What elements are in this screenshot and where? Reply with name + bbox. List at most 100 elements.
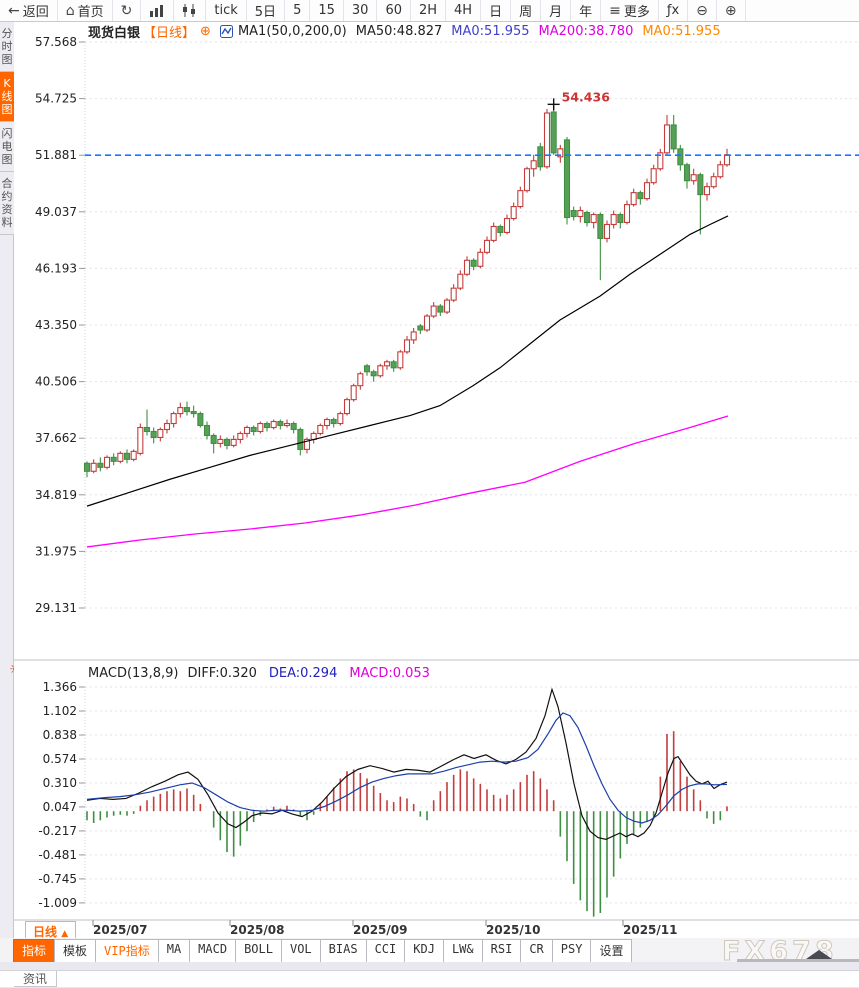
x-axis-date-row: 日线 ▲ 2025/07 2025/08 2025/09 2025/10 2025/11 — [0, 920, 859, 942]
sidebar-tab-1[interactable]: K线图 — [0, 72, 14, 122]
svg-text:1.366: 1.366 — [43, 680, 77, 694]
left-sidebar: 分时图 K线图 闪电图 合约资料 — [0, 22, 14, 962]
period-label: 【日线】 — [143, 26, 196, 41]
indicator-tabs: 指标 模板 VIP指标 MA MACD BOLL VOL BIAS CCI KDJ LW& RSI CR… — [13, 939, 633, 963]
x-axis-label: 2025/09 — [353, 923, 408, 937]
toolbar-period-5-button[interactable]: 5 — [285, 0, 311, 21]
svg-text:-1.009: -1.009 — [38, 896, 77, 910]
indicator-tab-BIAS[interactable]: BIAS — [319, 939, 367, 963]
svg-text:0.838: 0.838 — [43, 728, 77, 742]
indicator-tab-BOLL[interactable]: BOLL — [235, 939, 282, 963]
x-axis-label: 2025/08 — [230, 923, 285, 937]
arrow-left-icon: ← — [8, 2, 20, 19]
toolbar-fx-button[interactable]: ƒx — [659, 0, 689, 21]
toolbar-period-4h-button[interactable]: 4H — [446, 0, 482, 21]
svg-text:0.047: 0.047 — [43, 800, 77, 814]
toolbar-label: 5 — [293, 3, 302, 18]
svg-text:34.819: 34.819 — [35, 488, 77, 502]
ma0-orange-value: MA0:51.955 — [642, 24, 721, 39]
toolbar-area-chart-button[interactable] — [141, 0, 175, 21]
toolbar-label: 月 — [549, 5, 563, 20]
svg-text:54.725: 54.725 — [35, 92, 77, 106]
home-icon: ⌂ — [65, 2, 75, 19]
toolbar-period-30-button[interactable]: 30 — [344, 0, 378, 21]
toolbar-period-week-button[interactable]: 周 — [511, 0, 542, 21]
x-axis-label: 2025/07 — [93, 923, 148, 937]
expand-icon[interactable]: ⊕ — [200, 24, 211, 39]
toolbar-label: 首页 — [77, 5, 104, 20]
svg-text:29.131: 29.131 — [35, 601, 77, 615]
macd-macd-value: MACD:0.053 — [349, 665, 430, 681]
svg-text:54.436: 54.436 — [562, 89, 611, 104]
chart-header: 现货白银 【日线】 ⊕ MA1(50,0,200,0) MA50:48.827 … — [88, 24, 721, 41]
indicator-tab-设置[interactable]: 设置 — [590, 939, 633, 963]
status-gap — [0, 962, 859, 970]
svg-text:31.975: 31.975 — [35, 544, 77, 558]
macd-diff-value: DIFF:0.320 — [187, 665, 257, 681]
toolbar-period-2h-button[interactable]: 2H — [411, 0, 447, 21]
indicator-tab-LW&[interactable]: LW& — [442, 939, 483, 963]
toolbar-back-button[interactable]: ← 返回 — [0, 0, 58, 21]
price-macd-chart[interactable]: 57.568 54.725 51.881 49.037 46.193 43.350 40.5… — [14, 22, 859, 928]
toolbar-label: tick — [214, 3, 238, 18]
indicator-tab-CCI[interactable]: CCI — [365, 939, 406, 963]
toolbar-home-button[interactable]: ⌂ 首页 — [58, 0, 113, 21]
svg-text:40.506: 40.506 — [35, 375, 77, 389]
toolbar-label: 2H — [418, 3, 438, 18]
sidebar-tab-0[interactable]: 分时图 — [0, 22, 14, 72]
svg-text:51.881: 51.881 — [35, 148, 77, 162]
svg-text:57.568: 57.568 — [35, 35, 77, 49]
toolbar-zoom-in-button[interactable]: ⊕ — [717, 0, 746, 21]
top-toolbar: ← 返回 ⌂ 首页 ↻ tick 5日 5 15 30 60 2H 4H 日周月年 ≡ 更多 ƒx ⊖ ⊕ — [0, 0, 859, 22]
toolbar-label: 更多 — [623, 5, 650, 20]
period-dropdown-label: 日线 — [33, 925, 58, 939]
indicator-tab-VOL[interactable]: VOL — [280, 939, 321, 963]
toolbar-period-year-button[interactable]: 年 — [571, 0, 602, 21]
menu-icon: ≡ — [609, 2, 621, 19]
toolbar-more-button[interactable]: ≡ 更多 — [601, 0, 659, 21]
toolbar-refresh-button[interactable]: ↻ — [113, 0, 142, 21]
toolbar-label: ƒx — [666, 3, 680, 18]
toolbar-period-day-button[interactable]: 日 — [481, 0, 512, 21]
scrollbar-arrow-icon[interactable] — [806, 950, 832, 959]
indicator-tab-RSI[interactable]: RSI — [481, 939, 522, 963]
indicator-tab-MA[interactable]: MA — [157, 939, 191, 963]
toolbar-label: 周 — [519, 5, 533, 20]
toolbar-label: 4H — [454, 3, 473, 18]
toolbar-zoom-out-button[interactable]: ⊖ — [688, 0, 717, 21]
indicator-tab-MACD[interactable]: MACD — [189, 939, 237, 963]
ma50-value: MA50:48.827 — [355, 24, 443, 39]
toolbar-kline-chart-button[interactable] — [174, 0, 207, 21]
candlestick-icon — [183, 4, 196, 17]
toolbar-period-5d-button[interactable]: 5日 — [247, 0, 286, 21]
svg-text:1.102: 1.102 — [43, 704, 77, 718]
toolbar-period-60-button[interactable]: 60 — [377, 0, 411, 21]
mini-chart-icon[interactable] — [219, 25, 233, 38]
bar-chart-icon — [150, 5, 164, 17]
indicator-tab-PSY[interactable]: PSY — [551, 939, 592, 963]
zoom-in-icon: ⊕ — [724, 2, 737, 19]
indicator-tab-VIP指标[interactable]: VIP指标 — [95, 939, 159, 963]
refresh-icon: ↻ — [120, 2, 133, 19]
svg-text:46.193: 46.193 — [35, 261, 77, 275]
ma200-value: MA200:38.780 — [538, 24, 634, 39]
toolbar-label: 返回 — [22, 5, 49, 20]
indicator-tab-CR[interactable]: CR — [520, 939, 553, 963]
indicator-tab-指标[interactable]: 指标 — [13, 939, 56, 963]
toolbar-period-15-button[interactable]: 15 — [310, 0, 344, 21]
ma-formula: MA1(50,0,200,0) — [237, 24, 347, 39]
macd-formula: MACD(13,8,9) — [88, 665, 179, 681]
symbol-name: 现货白银 — [88, 26, 141, 41]
toolbar-tick-button[interactable]: tick — [206, 0, 247, 21]
sidebar-tab-2[interactable]: 闪电图 — [0, 122, 14, 172]
toolbar-label: 年 — [579, 5, 593, 20]
news-tab[interactable]: 资讯 — [14, 971, 58, 987]
sidebar-tab-3[interactable]: 合约资料 — [0, 172, 14, 235]
indicator-tab-KDJ[interactable]: KDJ — [404, 939, 444, 963]
toolbar-period-month-button[interactable]: 月 — [541, 0, 572, 21]
x-axis-label: 2025/11 — [623, 923, 678, 937]
toolbar-label: 60 — [385, 3, 402, 18]
toolbar-label: 日 — [489, 5, 503, 20]
indicator-tab-模板[interactable]: 模板 — [54, 939, 97, 963]
